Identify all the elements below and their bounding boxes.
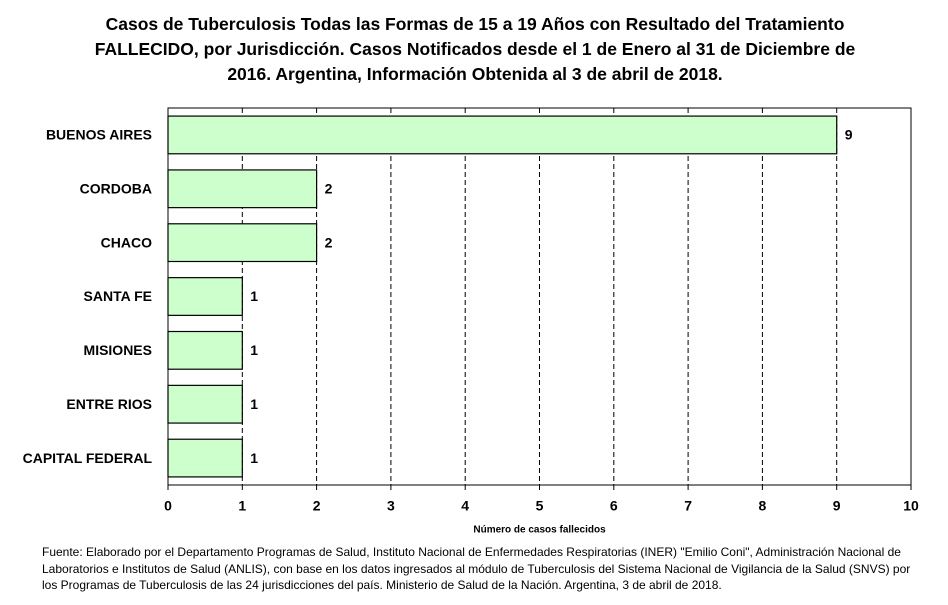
source-note: Fuente: Elaborado por el Departamento Pr… bbox=[42, 545, 911, 592]
value-label: 2 bbox=[325, 180, 333, 196]
bar bbox=[167, 169, 318, 209]
chart: 0 1 2 3 4 5 6 7 8 9 10 Número de casos fallecidos BU… bbox=[23, 107, 919, 536]
y-tick-label: BUENOS AIRES bbox=[46, 127, 152, 143]
value-label: 1 bbox=[250, 342, 258, 358]
bar bbox=[167, 115, 838, 155]
y-tick-label: ENTRE RIOS bbox=[66, 396, 152, 412]
bar bbox=[167, 277, 243, 316]
chart-title: Casos de Tuberculosis Todas las Formas d… bbox=[94, 14, 856, 84]
y-tick-label: SANTA FE bbox=[84, 288, 152, 304]
x-tick-label: 8 bbox=[759, 498, 767, 514]
value-label: 1 bbox=[250, 396, 258, 412]
value-label: 1 bbox=[250, 288, 258, 304]
y-tick-label: CAPITAL FEDERAL bbox=[23, 450, 153, 466]
x-tick-label: 3 bbox=[387, 498, 395, 514]
x-axis-label: Número de casos fallecidos bbox=[473, 525, 606, 536]
bar bbox=[167, 330, 243, 370]
value-label: 1 bbox=[250, 450, 258, 466]
x-tick-label: 9 bbox=[833, 498, 841, 514]
x-tick-label: 10 bbox=[903, 498, 919, 514]
y-tick-label: MISIONES bbox=[84, 342, 152, 358]
x-tick-label: 1 bbox=[238, 498, 246, 514]
value-label: 9 bbox=[845, 127, 853, 143]
y-tick-label: CORDOBA bbox=[80, 180, 152, 196]
x-tick-label: 7 bbox=[684, 498, 692, 514]
x-tick-label: 4 bbox=[461, 498, 469, 514]
y-tick-label: CHACO bbox=[101, 234, 152, 250]
bar bbox=[167, 223, 318, 263]
x-tick-label: 0 bbox=[164, 498, 172, 514]
value-label: 2 bbox=[325, 234, 333, 250]
x-tick-label: 6 bbox=[610, 498, 618, 514]
bar bbox=[167, 438, 243, 478]
bar bbox=[167, 384, 243, 424]
x-tick-label: 2 bbox=[313, 498, 321, 514]
x-tick-label: 5 bbox=[536, 498, 544, 514]
